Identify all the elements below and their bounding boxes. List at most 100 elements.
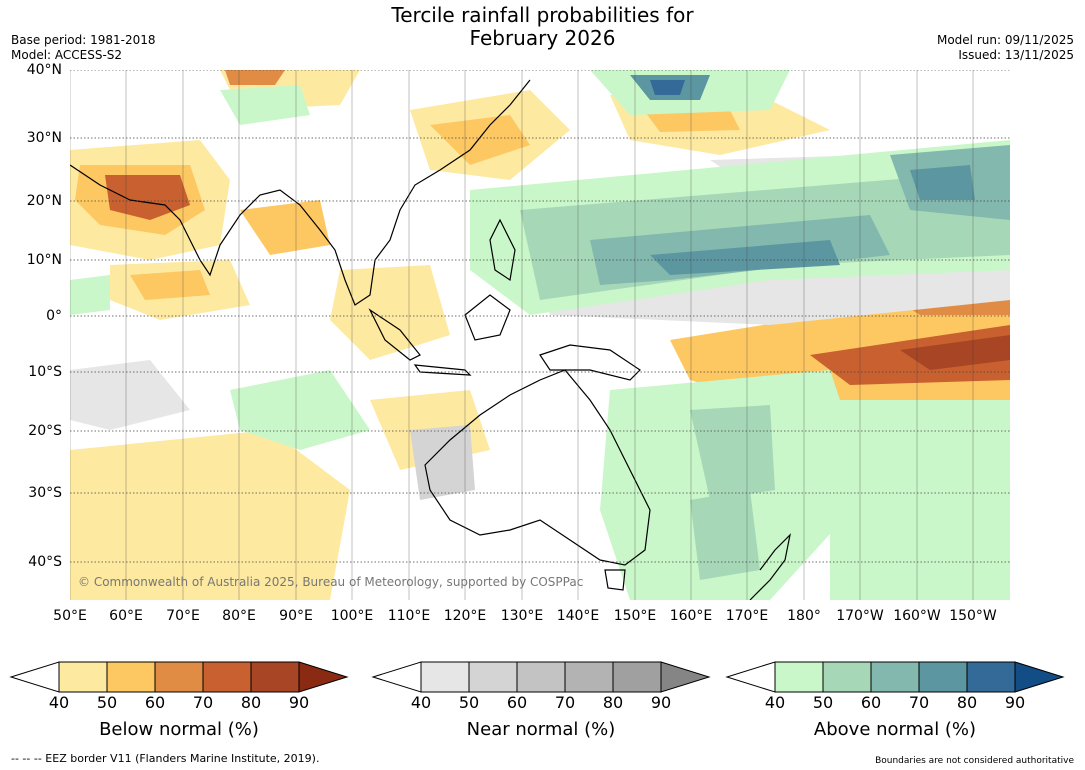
above-normal-band-core (650, 240, 840, 275)
above-normal-io-south (230, 370, 370, 450)
lon-label-170w: 170°W (836, 608, 884, 624)
graticule (70, 70, 1010, 563)
issued-date: Issued: 13/11/2025 (958, 48, 1074, 62)
coast-arabia-india (70, 79, 531, 306)
lat-label-10s: 10°S (28, 364, 62, 380)
lon-label-150w: 150°W (949, 608, 997, 624)
cb-near-swatch-2 (468, 661, 518, 693)
eez-border-note: -- -- -- EEZ border V11 (Flanders Marine… (11, 752, 320, 765)
lon-label-180: 180° (787, 608, 821, 624)
lon-label-140e: 140°E (556, 608, 600, 624)
title-line-2: February 2026 (469, 26, 616, 50)
meta-right: Model run: 09/11/2025 Issued: 13/11/2025 (937, 33, 1074, 63)
lon-label-70e: 70°E (166, 608, 200, 624)
lat-label-20n: 20°N (26, 193, 62, 209)
coast-sumatra (368, 308, 421, 361)
lon-label-160e: 160°E (669, 608, 713, 624)
cb-above-tick-50: 50 (812, 693, 834, 712)
cb-below-tick-50: 50 (96, 693, 118, 712)
cb-near-swatch-6 (660, 661, 711, 693)
lon-label-120e: 120°E (443, 608, 487, 624)
above-normal-sw-pacific (830, 400, 1010, 600)
colorbar-below-normal (9, 661, 349, 693)
cb-near-tick-90: 90 (650, 693, 672, 712)
cb-near-title: Near normal (%) (466, 719, 616, 740)
lon-label-170e: 170°E (725, 608, 769, 624)
rainfall-probability-field (70, 70, 1010, 600)
lat-label-10n: 10°N (26, 252, 62, 268)
below-normal-top-core (225, 70, 285, 85)
cb-above-swatch-5 (966, 661, 1016, 693)
base-period: Base period: 1981-2018 (11, 33, 156, 47)
cb-below-tick-40: 40 (48, 693, 70, 712)
above-normal-india-north (220, 85, 310, 125)
model-run: Model run: 09/11/2025 (936, 33, 1074, 47)
cb-below-swatch-3 (154, 661, 204, 693)
below-normal-south-pacific-peak (900, 335, 1010, 370)
cb-above-tick-70: 70 (908, 693, 930, 712)
coastlines (70, 79, 791, 600)
lat-label-40s: 40°S (28, 554, 62, 570)
cb-above-tick-40: 40 (764, 693, 786, 712)
lat-label-0: 0° (46, 308, 62, 324)
cb-near-tick-60: 60 (506, 693, 528, 712)
lon-label-60e: 60°E (109, 608, 143, 624)
near-normal-wa (410, 425, 475, 500)
lon-label-90e: 90°E (279, 608, 313, 624)
cb-above-swatch-0 (725, 661, 776, 693)
cb-near-tick-70: 70 (554, 693, 576, 712)
cb-near-tick-40: 40 (410, 693, 432, 712)
model-name: Model: ACCESS-S2 (11, 48, 123, 62)
coast-borneo (464, 294, 511, 341)
cb-above-tick-90: 90 (1004, 693, 1026, 712)
cb-below-tick-70: 70 (192, 693, 214, 712)
below-normal-maritime (330, 265, 450, 360)
lat-label-30s: 30°S (28, 485, 62, 501)
cb-near-swatch-0 (371, 661, 422, 693)
cb-above-tick-80: 80 (956, 693, 978, 712)
cb-above-title: Above normal (%) (813, 719, 977, 740)
cb-below-swatch-2 (106, 661, 156, 693)
cb-above-swatch-2 (822, 661, 872, 693)
above-normal-hawaii-core (910, 165, 975, 200)
below-normal-equatorial-core (130, 270, 210, 300)
cb-near-swatch-5 (612, 661, 662, 693)
above-normal-sw-pacific-mid (690, 405, 775, 500)
cb-below-swatch-0 (9, 661, 60, 693)
below-normal-south-io (70, 430, 350, 600)
cb-below-swatch-1 (58, 661, 108, 693)
lat-label-40n: 40°N (26, 62, 62, 78)
cb-below-title: Below normal (%) (99, 719, 259, 740)
colorbar-strip (9, 661, 1065, 693)
lon-label-80e: 80°E (222, 608, 256, 624)
lon-label-150e: 150°E (613, 608, 657, 624)
colorbar-near-normal (371, 661, 711, 693)
lat-label-30n: 30°N (26, 130, 62, 146)
above-normal-north-top-peak (650, 80, 685, 95)
cb-below-swatch-4 (202, 661, 252, 693)
coast-new-zealand (749, 533, 791, 600)
above-normal-tasman (690, 490, 760, 580)
map-canvas: © Commonwealth of Australia 2025, Bureau… (70, 70, 1010, 600)
cb-near-swatch-1 (420, 661, 470, 693)
lon-label-130e: 130°E (500, 608, 544, 624)
cb-near-swatch-4 (564, 661, 614, 693)
coast-australia (424, 369, 651, 566)
cb-above-swatch-6 (1014, 661, 1065, 693)
cb-above-swatch-4 (918, 661, 968, 693)
near-normal-io (70, 360, 190, 430)
meta-left: Base period: 1981-2018 Model: ACCESS-S2 (11, 33, 156, 63)
lon-label-110e: 110°E (387, 608, 431, 624)
boundaries-disclaimer: Boundaries are not considered authoritat… (875, 756, 1074, 766)
cb-below-tick-80: 80 (240, 693, 262, 712)
lon-label-50e: 50°E (53, 608, 87, 624)
cb-above-swatch-3 (870, 661, 920, 693)
lat-label-20s: 20°S (28, 423, 62, 439)
below-normal-china-core (430, 115, 530, 165)
coast-java (413, 364, 472, 376)
cb-near-tick-80: 80 (602, 693, 624, 712)
cb-near-swatch-3 (516, 661, 566, 693)
colorbar-above-normal (725, 661, 1065, 693)
cb-below-swatch-5 (250, 661, 300, 693)
cb-below-swatch-6 (298, 661, 349, 693)
